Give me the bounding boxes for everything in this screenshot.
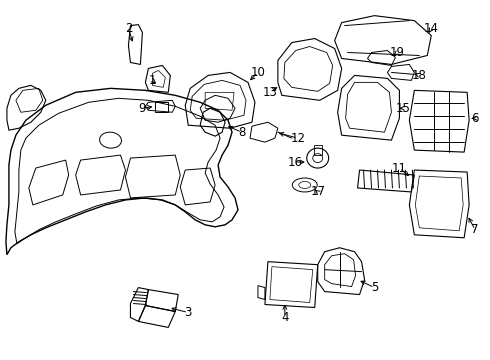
- Text: 6: 6: [471, 112, 479, 125]
- Text: 17: 17: [310, 185, 325, 198]
- Text: 12: 12: [290, 132, 305, 145]
- Text: 19: 19: [390, 46, 405, 59]
- Text: 2: 2: [124, 22, 132, 35]
- Text: 18: 18: [412, 69, 427, 82]
- Text: 3: 3: [185, 306, 192, 319]
- Text: 5: 5: [371, 281, 378, 294]
- Text: 15: 15: [396, 102, 411, 115]
- Text: 16: 16: [287, 156, 302, 168]
- Text: 4: 4: [281, 311, 289, 324]
- Text: 11: 11: [392, 162, 407, 175]
- Text: 10: 10: [250, 66, 266, 79]
- Text: 8: 8: [238, 126, 245, 139]
- Text: 7: 7: [471, 223, 479, 236]
- Text: 13: 13: [263, 86, 277, 99]
- Text: 9: 9: [139, 102, 146, 115]
- Text: 1: 1: [148, 74, 156, 87]
- Text: 14: 14: [424, 22, 439, 35]
